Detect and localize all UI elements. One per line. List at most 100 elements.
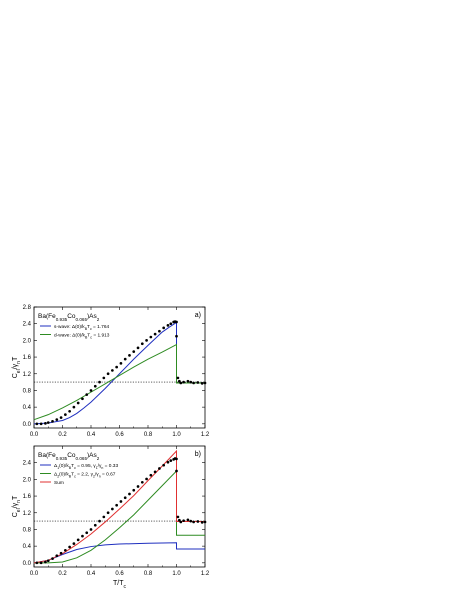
series-1-line xyxy=(33,343,205,421)
data-point xyxy=(179,381,183,385)
x-tick-label: 0.0 xyxy=(30,571,39,577)
data-point xyxy=(169,322,173,326)
y-tick-label: 0.8 xyxy=(23,527,32,533)
data-point xyxy=(72,542,76,545)
x-tick-label: 1.2 xyxy=(201,432,210,438)
x-tick-label: 1.0 xyxy=(172,432,181,438)
data-point xyxy=(186,518,190,522)
data-point xyxy=(55,418,59,422)
data-point xyxy=(51,557,54,561)
data-point xyxy=(203,381,207,385)
panel-title: Ba(Fe0.935Co0.065)As2 xyxy=(38,452,100,461)
data-point xyxy=(44,560,47,564)
x-tick-label: 0.4 xyxy=(87,571,96,577)
x-tick-label: 0.6 xyxy=(115,571,124,577)
y-tick-label: 1.2 xyxy=(23,372,32,378)
panel-a: 0.0 0.2 0.4 0.6 0.8 1.0 1.2 0.0 0.4 0.8 1.2 1.6 2.0 2… xyxy=(12,305,210,438)
y-tick-label: 2.0 xyxy=(23,477,32,483)
legend-label: Δ1(0)/kBTc = 0.95, γ1/γn = 0.33 xyxy=(54,463,118,470)
data-point xyxy=(98,519,101,523)
y-tick-label: 1.6 xyxy=(23,494,32,500)
data-point xyxy=(55,554,59,558)
data-point xyxy=(196,520,200,523)
data-point xyxy=(59,551,63,555)
x-tick-label: 0.2 xyxy=(58,571,67,577)
y-tick-label: 2.4 xyxy=(23,461,32,467)
data-point xyxy=(128,492,131,496)
data-point xyxy=(158,467,161,470)
legend-label: Sum xyxy=(54,480,64,486)
x-tick-label: 0.0 xyxy=(30,432,39,438)
data-point xyxy=(136,485,140,488)
data-point xyxy=(102,376,106,380)
series-0-line xyxy=(33,542,205,564)
data-point xyxy=(149,473,153,477)
data-point xyxy=(166,460,170,464)
data-point xyxy=(76,401,80,405)
legend-label: s-wave: Δ(0)/kBTc = 1.764 xyxy=(54,324,110,331)
x-tick-label: 0.4 xyxy=(87,432,96,438)
data-point xyxy=(119,500,123,503)
data-point xyxy=(145,339,148,342)
y-axis-title: Cel/γnT xyxy=(12,495,22,517)
legend-label: d-wave: Δ(0)/kBTc = 1.913 xyxy=(54,333,110,340)
data-point xyxy=(192,520,195,524)
panel-label: b) xyxy=(195,451,201,458)
data-point xyxy=(169,459,173,462)
data-point xyxy=(132,488,136,492)
data-point xyxy=(106,511,110,515)
data-point xyxy=(175,334,178,338)
data-point xyxy=(153,470,157,474)
data-point xyxy=(145,477,148,481)
data-point xyxy=(176,515,180,519)
data-point xyxy=(64,548,67,552)
data-point xyxy=(175,457,178,461)
y-tick-label: 2.0 xyxy=(23,338,32,344)
panel-title: Ba(Fe0.935Co0.065)As2 xyxy=(38,313,100,322)
data-point xyxy=(162,326,166,330)
x-tick-label: 0.8 xyxy=(144,432,153,438)
data-point xyxy=(59,416,63,419)
data-point xyxy=(106,372,110,376)
data-point xyxy=(81,397,84,401)
data-point xyxy=(162,463,166,467)
data-point xyxy=(39,561,43,565)
data-point xyxy=(39,422,43,426)
y-tick-label: 0.4 xyxy=(23,405,32,411)
x-tick-label: 0.8 xyxy=(144,571,153,577)
data-point xyxy=(128,354,131,357)
data-point xyxy=(51,419,54,423)
y-tick-label: 0.0 xyxy=(23,561,32,567)
series-2-line xyxy=(33,449,205,564)
data-point xyxy=(46,421,50,424)
data-point xyxy=(89,528,93,531)
data-point xyxy=(93,384,97,388)
data-point xyxy=(68,545,71,549)
data-point xyxy=(182,519,185,523)
data-point xyxy=(123,496,127,500)
panel-label: a) xyxy=(195,312,201,319)
x-tick-label: 0.6 xyxy=(115,432,124,438)
data-point xyxy=(35,561,39,565)
data-point xyxy=(93,523,97,527)
data-point xyxy=(44,422,47,425)
panel-b: 0.0 0.2 0.4 0.6 0.8 1.0 1.2 0.0 0.4 0.8 1.2 1.6 2.0 2… xyxy=(12,445,210,590)
data-point xyxy=(140,480,144,484)
data-point xyxy=(119,361,123,365)
data-point xyxy=(196,381,200,384)
data-point xyxy=(149,335,153,339)
data-point xyxy=(189,519,193,523)
data-point xyxy=(175,469,178,473)
x-tick-label: 1.2 xyxy=(201,571,210,577)
y-tick-label: 2.4 xyxy=(23,322,32,328)
data-point xyxy=(136,346,140,350)
data-point xyxy=(35,422,39,426)
x-axis-title: T/Tc xyxy=(113,580,127,590)
data-point xyxy=(200,382,204,385)
data-point xyxy=(186,379,190,383)
y-axis-title: Cel/γnT xyxy=(12,356,22,378)
y-tick-label: 0.8 xyxy=(23,388,32,394)
data-point xyxy=(64,413,67,416)
data-point xyxy=(46,559,50,563)
